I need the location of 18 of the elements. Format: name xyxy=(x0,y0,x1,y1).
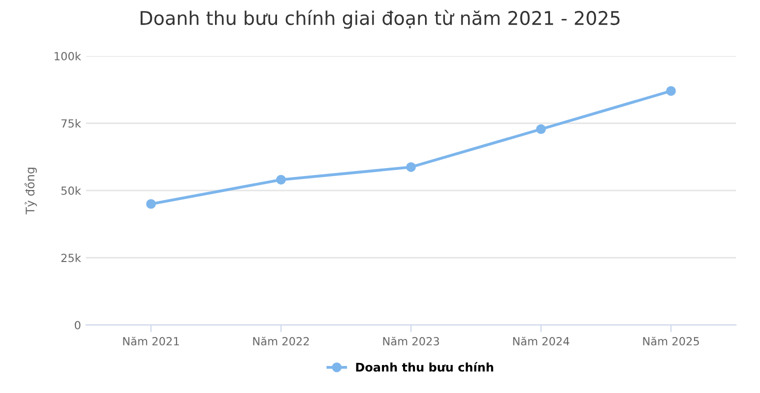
point xyxy=(536,124,546,134)
y-tick-label: 0 xyxy=(74,320,80,330)
point xyxy=(146,199,156,209)
y-axis-title: Tỷ đồng xyxy=(24,168,37,214)
y-tick-label: 100k xyxy=(54,52,82,60)
chart-title: Doanh thu bưu chính giai đoạn từ năm 2021 - 2025 xyxy=(140,10,620,29)
y-tick-label: 25k xyxy=(61,254,82,262)
point xyxy=(666,86,676,96)
x-tick-label: Năm 2021 xyxy=(123,336,179,346)
x-tick-label: Năm 2023 xyxy=(383,336,439,346)
y-tick-label: 50k xyxy=(61,186,82,195)
x-tick-label: Năm 2025 xyxy=(643,336,699,346)
x-tick-label: Năm 2024 xyxy=(513,336,570,346)
legend-label: Doanh thu bưu chính xyxy=(356,362,494,372)
y-tick-label: 75k xyxy=(61,119,82,128)
x-tick-label: Năm 2022 xyxy=(253,336,309,346)
point xyxy=(276,174,286,185)
point xyxy=(406,162,416,172)
